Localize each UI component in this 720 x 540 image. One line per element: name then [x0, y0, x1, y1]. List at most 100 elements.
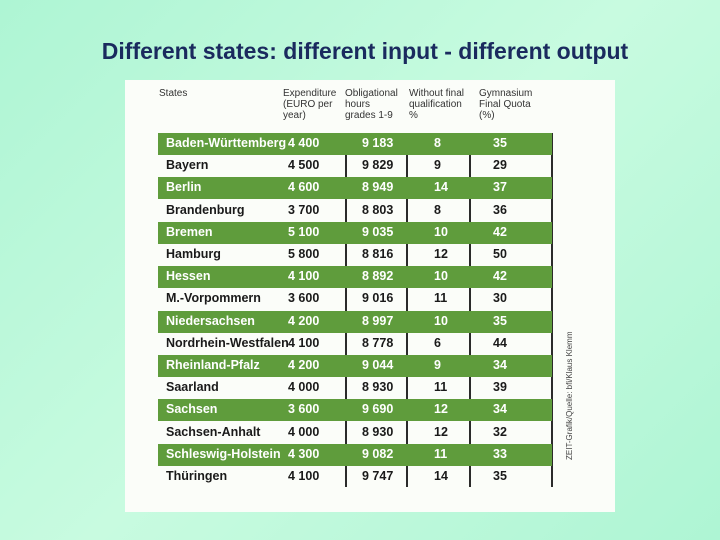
table-cell: Bayern — [166, 158, 209, 173]
table-cell: 11 — [434, 446, 448, 461]
table-cell: 4 400 — [288, 136, 320, 150]
table-row: Bayern 4 500 9 829 9 29 — [158, 155, 552, 177]
table-cell: M.-Vorpommern — [166, 291, 261, 306]
table-cell: 4 000 — [288, 380, 320, 395]
table-cell: 5 800 — [288, 247, 320, 261]
table-cell: 14 — [434, 469, 448, 483]
table-image: ZEIT-Grafik/Quelle: bfi/Klaus Klemm Stat… — [125, 80, 615, 512]
table-row: Thüringen 4 100 9 747 14 35 — [158, 466, 552, 488]
table-cell: 35 — [493, 469, 507, 483]
table-cell: 9 035 — [362, 224, 394, 239]
table-cell: 6 — [434, 335, 441, 350]
table-cell: 33 — [493, 446, 507, 461]
table-cell: 14 — [434, 180, 448, 195]
table-cell: 34 — [493, 402, 507, 417]
source-note: ZEIT-Grafik/Quelle: bfi/Klaus Klemm — [565, 331, 574, 460]
column-header: Expenditure (EURO per year) — [283, 88, 337, 121]
table-cell: 8 778 — [362, 335, 394, 350]
table-cell: 9 — [434, 158, 441, 173]
table-cell: 3 600 — [288, 291, 320, 306]
table-cell: Brandenburg — [166, 202, 245, 217]
table-row: Hessen 4 100 8 892 10 42 — [158, 266, 552, 289]
table-cell: Saarland — [166, 380, 219, 395]
table-cell: 32 — [493, 424, 507, 439]
table-cell: 35 — [493, 313, 507, 328]
table-cell: 42 — [493, 269, 507, 284]
table-cell: 10 — [434, 269, 448, 284]
column-header: Without final qualification % — [409, 88, 465, 121]
table-cell: 5 100 — [288, 224, 320, 239]
table-cell: 37 — [493, 180, 507, 195]
table-cell: 4 200 — [288, 313, 320, 328]
table-cell: 9 016 — [362, 291, 394, 306]
table-cell: 4 100 — [288, 469, 320, 483]
table-cell: 30 — [493, 291, 507, 306]
table-cell: 12 — [434, 402, 448, 417]
table-cell: Nordrhein-Westfalen — [166, 335, 289, 350]
table-cell: 4 100 — [288, 335, 320, 350]
table-cell: Thüringen — [166, 469, 228, 483]
table-cell: Berlin — [166, 180, 202, 195]
table-row: Sachsen 3 600 9 690 12 34 — [158, 399, 552, 422]
column-header: Obligational hours grades 1-9 — [345, 88, 398, 121]
table-cell: 4 100 — [288, 269, 320, 284]
table-cell: 9 — [434, 358, 441, 372]
column-header: States — [159, 88, 188, 99]
column-header: Gymnasium Final Quota (%) — [479, 88, 533, 121]
table-cell: Sachsen-Anhalt — [166, 424, 261, 439]
table-row: Nordrhein-Westfalen 4 100 8 778 6 44 — [158, 333, 552, 355]
table-row: Sachsen-Anhalt 4 000 8 930 12 32 — [158, 422, 552, 444]
table-cell: 35 — [493, 136, 507, 150]
table-cell: 4 500 — [288, 158, 320, 173]
column-divider — [345, 133, 347, 487]
table-cell: 9 082 — [362, 446, 394, 461]
table-row: M.-Vorpommern 3 600 9 016 11 30 — [158, 288, 552, 310]
table-cell: Rheinland-Pfalz — [166, 358, 260, 372]
table-row: Schleswig-Holstein 4 300 9 082 11 33 — [158, 443, 552, 466]
table-cell: 8 949 — [362, 180, 394, 195]
table-row: Niedersachsen 4 200 8 997 10 35 — [158, 310, 552, 333]
table-cell: Baden-Württemberg — [166, 136, 287, 150]
table-cell: 9 183 — [362, 136, 394, 150]
table-row: Baden-Württemberg 4 400 9 183 8 35 — [158, 133, 552, 155]
table-cell: 10 — [434, 313, 448, 328]
table-cell: 11 — [434, 380, 448, 395]
table-cell: 34 — [493, 358, 507, 372]
table-cell: 4 300 — [288, 446, 320, 461]
table-cell: 8 — [434, 202, 441, 217]
slide-title: Different states: different input - diff… — [101, 38, 629, 64]
table-cell: 8 — [434, 136, 441, 150]
table-cell: 8 816 — [362, 247, 394, 261]
table-cell: 9 747 — [362, 469, 394, 483]
table-cell: 39 — [493, 380, 507, 395]
table-cell: 11 — [434, 291, 448, 306]
table-row: Brandenburg 3 700 8 803 8 36 — [158, 200, 552, 222]
table-cell: 3 700 — [288, 202, 320, 217]
table-cell: 8 892 — [362, 269, 394, 284]
table-cell: Hessen — [166, 269, 211, 284]
table-cell: 42 — [493, 224, 507, 239]
table-cell: 36 — [493, 202, 507, 217]
table-cell: Sachsen — [166, 402, 218, 417]
column-divider — [406, 133, 408, 487]
table-row: Bremen 5 100 9 035 10 42 — [158, 221, 552, 244]
table-row: Rheinland-Pfalz 4 200 9 044 9 34 — [158, 355, 552, 377]
table-cell: 8 930 — [362, 424, 394, 439]
table-cell: 9 044 — [362, 358, 394, 372]
table-cell: 8 803 — [362, 202, 394, 217]
table-cell: Niedersachsen — [166, 313, 255, 328]
table-cell: 9 829 — [362, 158, 394, 173]
table-row: Hamburg 5 800 8 816 12 50 — [158, 244, 552, 266]
table-cell: 10 — [434, 224, 448, 239]
table-cell: 9 690 — [362, 402, 394, 417]
table-cell: 50 — [493, 247, 507, 261]
table-cell: 8 930 — [362, 380, 394, 395]
column-divider — [551, 133, 553, 487]
table-cell: Schleswig-Holstein — [166, 446, 281, 461]
table-cell: 4 600 — [288, 180, 320, 195]
table-row: Berlin 4 600 8 949 14 37 — [158, 177, 552, 200]
table-cell: 4 200 — [288, 358, 320, 372]
table-cell: Hamburg — [166, 247, 221, 261]
table-cell: 12 — [434, 424, 448, 439]
